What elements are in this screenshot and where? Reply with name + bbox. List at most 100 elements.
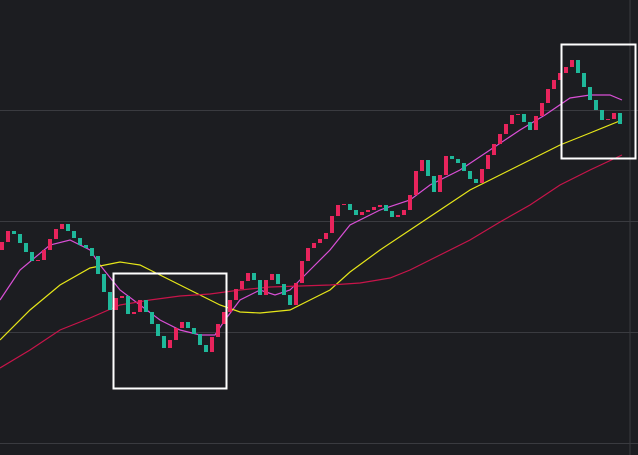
candle-body: [48, 239, 52, 250]
candle-body: [78, 238, 82, 245]
candle-body: [252, 273, 256, 280]
candle-body: [258, 280, 262, 295]
candle-body: [402, 210, 406, 215]
candle-body: [534, 116, 538, 130]
candle-body: [192, 328, 196, 334]
candle-body: [234, 289, 238, 300]
candle-body: [150, 312, 154, 324]
candle-body: [84, 245, 88, 248]
candle-body: [606, 119, 610, 120]
candle-body: [570, 60, 574, 67]
candle-body: [372, 207, 376, 210]
candle-body: [366, 210, 370, 212]
highlight-box: [560, 43, 637, 160]
candle-body: [408, 195, 412, 210]
candle-body: [510, 115, 514, 124]
candle-body: [456, 159, 460, 163]
candle-body: [60, 224, 64, 229]
candle-body: [396, 215, 400, 217]
candle-body: [330, 216, 334, 233]
candle-body: [342, 204, 346, 205]
candle-body: [576, 60, 580, 73]
candle-body: [516, 114, 520, 115]
candle-body: [588, 87, 592, 100]
candle-body: [18, 234, 22, 243]
candle-body: [228, 300, 232, 312]
candle-body: [282, 284, 286, 295]
candle-body: [30, 252, 34, 261]
candle-body: [90, 248, 94, 256]
moving-average-line: [0, 119, 623, 341]
candle-body: [528, 122, 532, 130]
candle-body: [582, 73, 586, 87]
candle-body: [462, 163, 466, 171]
candle-body: [492, 144, 496, 155]
candle-body: [240, 281, 244, 289]
candle-body: [564, 67, 568, 73]
candle-body: [96, 256, 100, 274]
candle-body: [390, 211, 394, 217]
candle-body: [270, 274, 274, 280]
candle-body: [438, 175, 442, 192]
candle-body: [480, 169, 484, 183]
candle-body: [414, 171, 418, 195]
candle-body: [336, 205, 340, 216]
candle-body: [24, 243, 28, 252]
candle-body: [42, 250, 46, 260]
candle-body: [348, 204, 352, 210]
candle-body: [594, 100, 598, 110]
candle-body: [318, 239, 322, 243]
candle-body: [54, 229, 58, 239]
candle-body: [546, 89, 550, 103]
highlight-box: [112, 272, 228, 390]
candle-body: [126, 296, 130, 314]
candle-body: [144, 300, 148, 312]
grid: [0, 110, 638, 444]
candle-body: [324, 233, 328, 239]
candle-body: [66, 224, 70, 231]
candle-body: [222, 312, 226, 324]
candle-body: [36, 260, 40, 261]
candle-body: [210, 337, 214, 352]
candles: [0, 60, 622, 352]
candle-body: [108, 292, 112, 310]
candle-body: [600, 110, 604, 120]
candle-body: [276, 274, 280, 284]
candle-body: [522, 114, 526, 122]
candle-body: [444, 156, 448, 175]
candle-body: [114, 298, 118, 310]
candle-body: [504, 124, 508, 134]
candle-body: [0, 242, 4, 250]
candle-body: [168, 340, 172, 348]
candle-body: [552, 80, 556, 89]
candle-body: [162, 336, 166, 348]
candle-body: [288, 295, 292, 305]
candle-body: [612, 113, 616, 119]
candle-body: [180, 322, 184, 328]
candle-body: [198, 334, 202, 345]
candle-body: [312, 243, 316, 248]
candle-body: [486, 155, 490, 169]
candle-body: [360, 212, 364, 215]
candle-body: [378, 205, 382, 207]
candle-body: [420, 160, 424, 171]
candle-body: [432, 176, 436, 192]
candle-body: [300, 261, 304, 283]
candle-body: [216, 324, 220, 337]
candle-body: [468, 171, 472, 179]
candle-body: [102, 274, 106, 292]
candle-body: [72, 231, 76, 238]
candle-body: [294, 283, 298, 305]
candle-body: [6, 231, 10, 242]
candle-body: [174, 328, 178, 340]
candle-body: [384, 205, 388, 211]
candle-body: [186, 322, 190, 328]
candle-body: [120, 296, 124, 298]
candle-body: [558, 73, 562, 80]
candle-body: [264, 280, 268, 295]
candle-body: [246, 273, 250, 281]
candle-body: [306, 248, 310, 261]
